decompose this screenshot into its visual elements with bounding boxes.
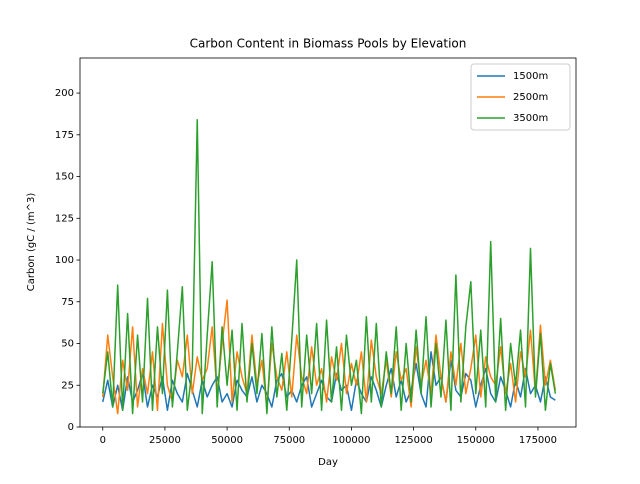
x-tick-label: 0 <box>100 435 106 446</box>
y-tick-label: 0 <box>68 422 74 433</box>
legend-label: 1500m <box>513 71 548 82</box>
x-tick-label: 100000 <box>332 435 370 446</box>
chart-title: Carbon Content in Biomass Pools by Eleva… <box>190 37 467 51</box>
x-tick-label: 50000 <box>211 435 243 446</box>
legend-box <box>470 63 571 131</box>
legend-label: 3500m <box>513 113 548 124</box>
x-tick-label: 175000 <box>519 435 557 446</box>
y-axis-label: Carbon (gC / (m^3) <box>26 193 37 292</box>
x-tick-label: 125000 <box>395 435 433 446</box>
x-axis-label: Day <box>318 457 338 468</box>
plot-frame <box>79 57 577 428</box>
x-tick-label: 75000 <box>273 435 305 446</box>
y-tick-label: 150 <box>55 172 74 183</box>
y-tick-label: 200 <box>55 88 74 99</box>
y-tick-label: 50 <box>61 339 74 350</box>
y-tick-label: 100 <box>55 255 74 266</box>
x-tick-label: 25000 <box>149 435 181 446</box>
legend-label: 2500m <box>513 92 548 103</box>
y-tick-label: 25 <box>61 380 74 391</box>
x-tick-label: 150000 <box>457 435 495 446</box>
y-tick-label: 175 <box>55 130 74 141</box>
series-line <box>102 299 557 415</box>
series-line <box>102 119 557 415</box>
y-tick-label: 75 <box>61 297 74 308</box>
y-tick-label: 125 <box>55 213 74 224</box>
